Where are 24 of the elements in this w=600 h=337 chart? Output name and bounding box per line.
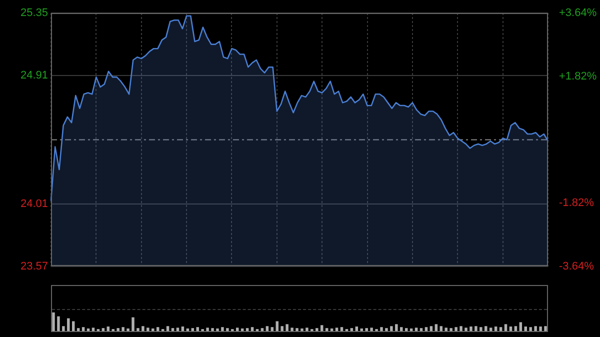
bar	[539, 326, 542, 332]
bar	[142, 326, 144, 332]
bar	[470, 326, 472, 332]
bar	[534, 326, 537, 332]
bar	[395, 324, 398, 332]
bar	[132, 317, 134, 332]
bar	[52, 312, 55, 332]
bar	[460, 326, 462, 332]
y2-tick-label: -1.82%	[559, 197, 594, 210]
bar	[67, 318, 70, 332]
y2-tick-label: +1.82%	[559, 70, 597, 82]
bar	[544, 326, 547, 332]
y2-tick-label: +3.64%	[559, 7, 597, 20]
y-tick-label: 24.01	[20, 198, 48, 210]
y-tick-label: 24.91	[20, 70, 48, 82]
bar	[390, 326, 393, 332]
y2-tick-label: -3.64%	[559, 260, 594, 272]
bar	[57, 316, 60, 332]
bar	[62, 326, 65, 332]
y-tick-label: 23.57	[20, 260, 48, 272]
y-tick-label: 25.35	[20, 7, 48, 20]
bar	[474, 326, 478, 332]
bar	[286, 324, 288, 332]
bar	[280, 326, 284, 332]
